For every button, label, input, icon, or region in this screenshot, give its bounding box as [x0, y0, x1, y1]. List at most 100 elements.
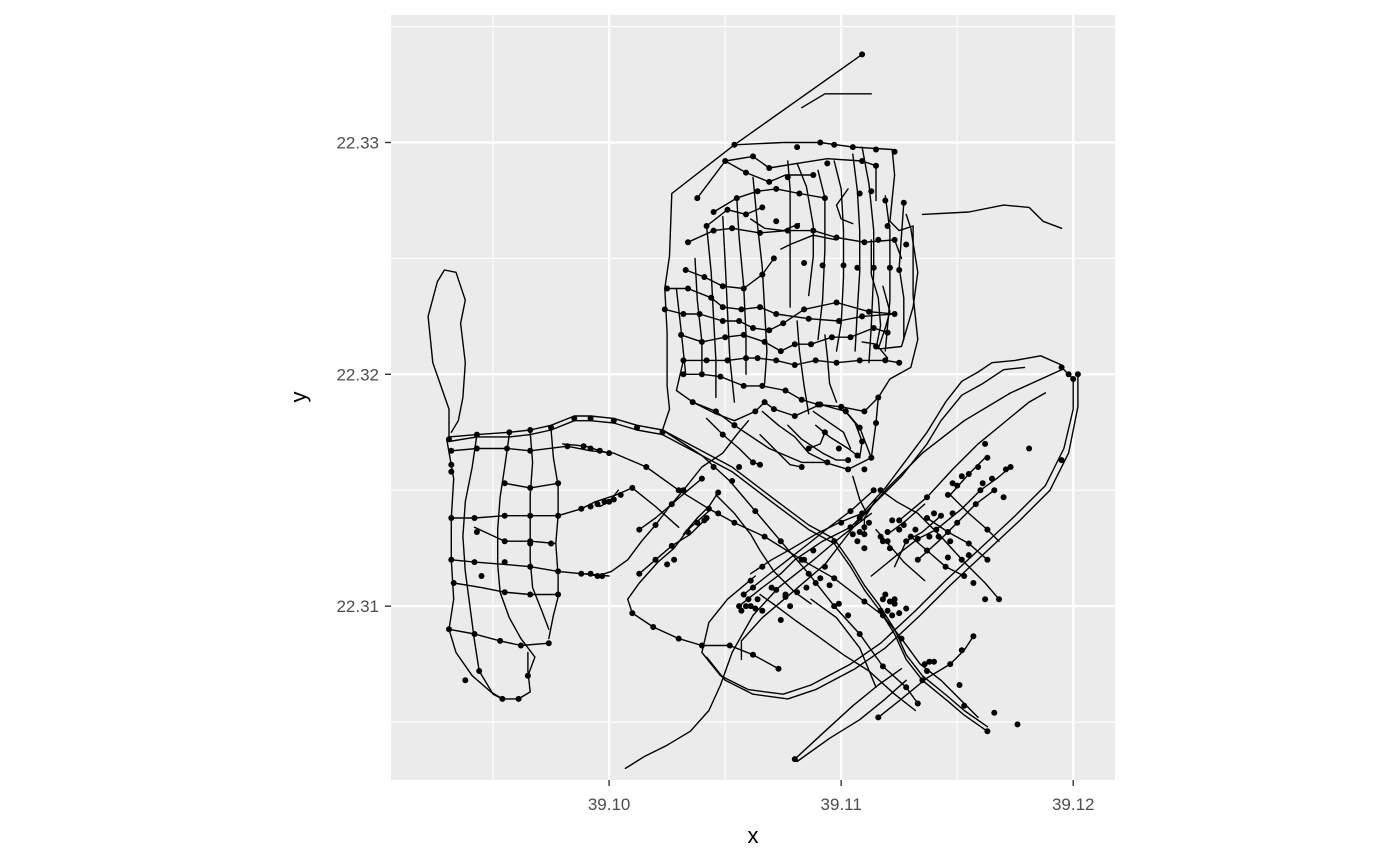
road-node: [958, 556, 965, 563]
road-node: [840, 262, 847, 269]
road-node: [949, 510, 956, 517]
road-node: [671, 556, 678, 563]
road-node: [587, 503, 594, 510]
road-node: [886, 598, 893, 605]
road-node: [594, 501, 601, 508]
road-node: [664, 561, 671, 568]
road-node: [958, 647, 965, 654]
road-node: [545, 640, 552, 647]
road-node: [685, 239, 691, 246]
road-edge: [696, 160, 814, 199]
road-node: [736, 318, 743, 324]
road-node: [801, 260, 808, 266]
road-node: [685, 285, 691, 292]
road-node: [446, 626, 452, 633]
road-node: [759, 271, 766, 278]
x-tick-label: 39.11: [821, 795, 862, 814]
road-node: [817, 139, 824, 146]
road-node: [680, 311, 687, 317]
road-node: [698, 338, 705, 345]
road-node: [740, 591, 747, 598]
road-node: [777, 348, 784, 355]
road-node: [448, 515, 455, 521]
road-node: [861, 598, 868, 605]
road-node: [448, 468, 455, 475]
road-node: [817, 401, 824, 408]
road-node: [527, 563, 534, 570]
road-node: [856, 631, 863, 637]
road-edge: [733, 141, 919, 471]
road-node: [719, 283, 726, 290]
road-node: [812, 357, 819, 364]
road-edge: [740, 369, 1063, 661]
y-tick-label: 22.32: [336, 365, 379, 384]
road-node: [448, 461, 455, 468]
road-node: [891, 311, 898, 317]
road-node: [664, 285, 671, 292]
road-node: [900, 199, 907, 206]
road-edge: [796, 679, 907, 763]
road-node: [738, 607, 745, 614]
road-node: [791, 341, 798, 348]
road-node: [856, 357, 863, 364]
road-node: [838, 403, 845, 410]
road-node: [555, 568, 562, 575]
road-node: [794, 589, 801, 596]
road-node: [838, 519, 845, 526]
road-node: [724, 206, 731, 213]
road-node: [761, 338, 768, 345]
y-tick-label: 22.33: [336, 134, 379, 153]
road-node: [571, 415, 578, 422]
road-node: [580, 443, 587, 450]
road-node: [859, 158, 866, 164]
road-edge: [705, 373, 1079, 700]
road-node: [921, 661, 928, 668]
road-edge: [852, 153, 861, 352]
road-node: [828, 334, 835, 341]
road-node: [1007, 464, 1014, 470]
road-node: [831, 603, 838, 610]
road-node: [705, 505, 712, 512]
road-node: [731, 141, 738, 148]
road-node: [754, 188, 761, 195]
road-node: [801, 306, 808, 313]
road-node: [462, 677, 469, 684]
road-node: [726, 642, 733, 649]
road-edge: [810, 598, 877, 688]
road-edge: [694, 257, 703, 375]
road-node: [766, 165, 773, 171]
road-node: [805, 315, 812, 322]
road-node: [808, 341, 814, 348]
road-edge: [861, 146, 875, 364]
road-node: [759, 607, 766, 614]
road-node: [689, 399, 696, 406]
road-node: [745, 596, 752, 603]
road-node: [736, 464, 743, 470]
road-node: [882, 197, 889, 204]
road-node: [731, 519, 738, 526]
road-edge: [879, 213, 919, 350]
road-node: [740, 331, 747, 338]
road-node: [903, 605, 910, 612]
road-node: [875, 714, 882, 721]
road-node: [861, 545, 868, 552]
road-node: [924, 515, 930, 521]
road-edge: [842, 408, 863, 459]
road-node: [907, 533, 914, 540]
road-node: [965, 540, 972, 547]
road-node: [719, 304, 726, 311]
road-node: [752, 408, 759, 415]
road-edge: [448, 415, 989, 728]
road-node: [738, 306, 745, 313]
road-node: [668, 542, 675, 549]
road-node: [944, 529, 951, 535]
road-node: [694, 519, 701, 526]
road-node: [926, 533, 933, 540]
road-node: [501, 538, 508, 545]
road-node: [698, 371, 705, 378]
road-node: [696, 311, 703, 317]
road-node: [884, 329, 891, 336]
road-edge: [462, 433, 504, 700]
road-edge: [780, 234, 838, 250]
road-node: [527, 484, 534, 491]
